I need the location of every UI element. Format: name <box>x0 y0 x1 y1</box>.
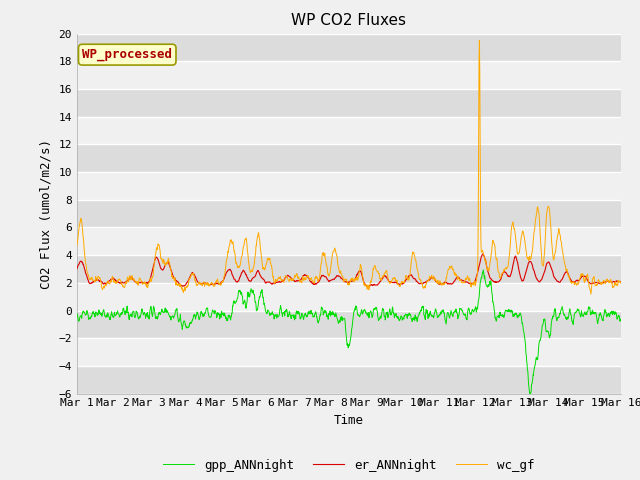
er_ANNnight <box>617 279 625 285</box>
Bar <box>77 311 621 338</box>
er_ANNnight <box>553 278 561 284</box>
Bar <box>77 172 621 200</box>
X-axis label: Time: Time <box>334 414 364 427</box>
wc_gf <box>617 280 625 286</box>
Bar <box>77 34 621 61</box>
er_ANNnight <box>194 279 202 285</box>
wc_gf <box>476 37 483 43</box>
gpp_ANNnight <box>479 267 487 273</box>
Line: wc_gf: wc_gf <box>77 40 621 294</box>
Legend: gpp_ANNnight, er_ANNnight, wc_gf: gpp_ANNnight, er_ANNnight, wc_gf <box>158 454 540 477</box>
wc_gf <box>180 284 188 290</box>
gpp_ANNnight <box>505 307 513 312</box>
er_ANNnight <box>255 269 262 275</box>
Line: er_ANNnight: er_ANNnight <box>77 254 621 287</box>
gpp_ANNnight <box>433 313 441 319</box>
gpp_ANNnight <box>617 316 625 322</box>
Text: WP_processed: WP_processed <box>82 48 172 61</box>
wc_gf <box>255 230 262 236</box>
Line: gpp_ANNnight: gpp_ANNnight <box>77 270 621 394</box>
Bar <box>77 89 621 117</box>
Bar <box>77 144 621 172</box>
er_ANNnight <box>479 251 486 257</box>
gpp_ANNnight <box>194 310 202 316</box>
wc_gf <box>553 239 561 245</box>
er_ANNnight <box>505 274 513 279</box>
gpp_ANNnight <box>255 298 262 303</box>
wc_gf <box>194 281 202 287</box>
er_ANNnight <box>434 280 442 286</box>
Bar <box>77 283 621 311</box>
er_ANNnight <box>180 283 188 289</box>
Bar <box>77 228 621 255</box>
er_ANNnight <box>365 284 372 290</box>
Bar <box>77 366 621 394</box>
Y-axis label: CO2 Flux (umol/m2/s): CO2 Flux (umol/m2/s) <box>40 139 53 288</box>
er_ANNnight <box>73 266 81 272</box>
gpp_ANNnight <box>180 318 188 324</box>
Bar <box>77 338 621 366</box>
wc_gf <box>587 291 595 297</box>
Bar <box>77 200 621 228</box>
gpp_ANNnight <box>553 318 561 324</box>
Bar <box>77 61 621 89</box>
Bar <box>77 255 621 283</box>
wc_gf <box>73 243 81 249</box>
gpp_ANNnight <box>73 311 81 316</box>
wc_gf <box>433 280 441 286</box>
wc_gf <box>505 259 513 265</box>
Bar <box>77 117 621 144</box>
Title: WP CO2 Fluxes: WP CO2 Fluxes <box>291 13 406 28</box>
gpp_ANNnight <box>526 391 534 396</box>
